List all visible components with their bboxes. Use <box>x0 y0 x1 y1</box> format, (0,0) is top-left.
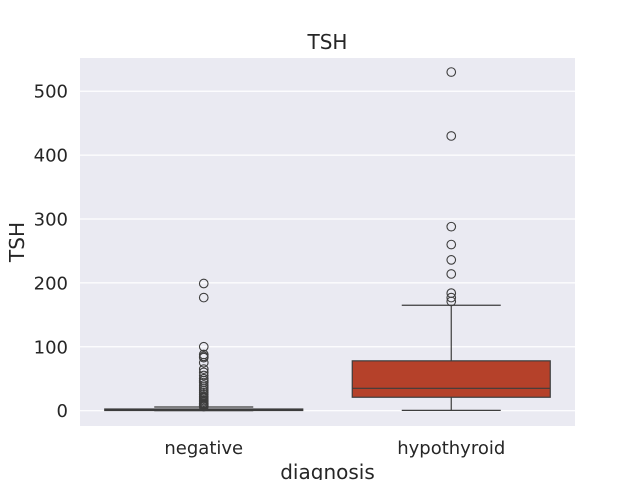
outlier-point <box>198 357 209 368</box>
boxes <box>104 67 551 412</box>
outlier-point <box>198 364 209 374</box>
y-tick-label: 300 <box>34 210 68 231</box>
outlier-point <box>446 292 457 303</box>
box-negative <box>104 278 304 412</box>
y-tick-label: 500 <box>34 82 68 103</box>
y-tick-label: 0 <box>57 401 68 422</box>
x-tick-label: hypothyroid <box>397 438 505 459</box>
outlier-point <box>446 255 457 265</box>
outlier-point <box>446 67 457 77</box>
outlier-point <box>198 401 209 412</box>
outlier-point <box>446 239 457 250</box>
box-hypothyroid <box>351 67 551 411</box>
x-tick-label: negative <box>164 438 243 459</box>
outlier-point <box>198 341 209 352</box>
y-tick-labels: 0 100 200 300 400 500 <box>34 82 68 422</box>
y-tick-label: 200 <box>34 273 68 294</box>
y-axis-label: TSH <box>5 222 29 263</box>
chart-title: TSH <box>307 30 348 54</box>
outlier-point <box>446 131 457 141</box>
outlier-point <box>198 370 209 381</box>
outlier-point <box>198 292 209 303</box>
y-tick-label: 400 <box>34 146 68 167</box>
outlier-point <box>198 352 209 363</box>
x-tick-labels: negative hypothyroid <box>164 438 505 459</box>
outlier-point <box>446 221 457 232</box>
outlier-point <box>446 269 457 279</box>
outlier-point <box>198 278 209 289</box>
outlier-point <box>446 296 457 307</box>
y-tick-label: 100 <box>34 337 68 358</box>
x-axis-label: diagnosis <box>280 460 375 480</box>
iqr-box <box>351 360 551 398</box>
